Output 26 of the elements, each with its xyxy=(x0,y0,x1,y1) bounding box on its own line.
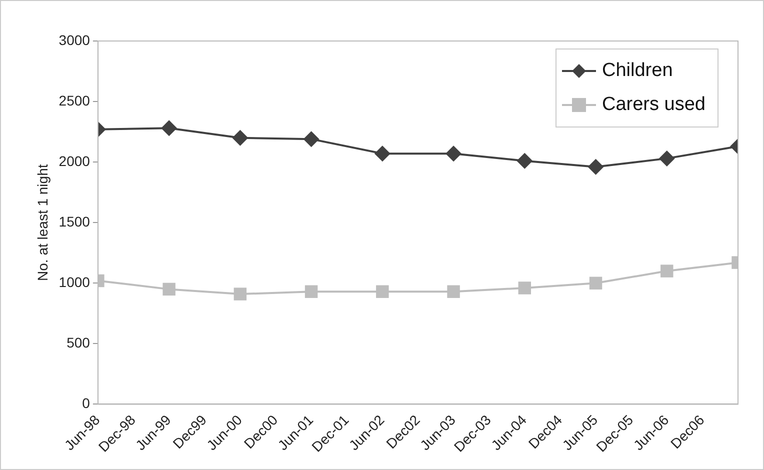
y-tick-label: 0 xyxy=(82,395,90,412)
y-tick-label: 1500 xyxy=(58,213,90,230)
point xyxy=(303,131,320,148)
point xyxy=(588,158,604,175)
point xyxy=(660,264,674,278)
point xyxy=(161,120,178,136)
legend-label: Carers used xyxy=(602,94,706,116)
point xyxy=(376,285,389,298)
y-tick-label: 2500 xyxy=(58,92,90,108)
y-tick-label: 500 xyxy=(66,334,90,351)
y-tick-label: 3000 xyxy=(58,32,90,48)
y-axis-title: No. at least 1 night xyxy=(34,164,50,281)
point xyxy=(234,288,247,300)
y-tick-label: 2000 xyxy=(58,152,90,169)
y-tick-label: 1000 xyxy=(58,274,90,290)
point xyxy=(446,146,462,162)
point xyxy=(304,285,318,298)
point xyxy=(518,282,532,294)
point xyxy=(589,276,602,290)
point xyxy=(162,282,176,296)
legend-label: Children xyxy=(602,60,673,82)
point xyxy=(516,152,533,169)
point xyxy=(447,285,460,298)
point xyxy=(658,150,675,166)
point xyxy=(374,146,390,162)
point xyxy=(232,130,248,146)
